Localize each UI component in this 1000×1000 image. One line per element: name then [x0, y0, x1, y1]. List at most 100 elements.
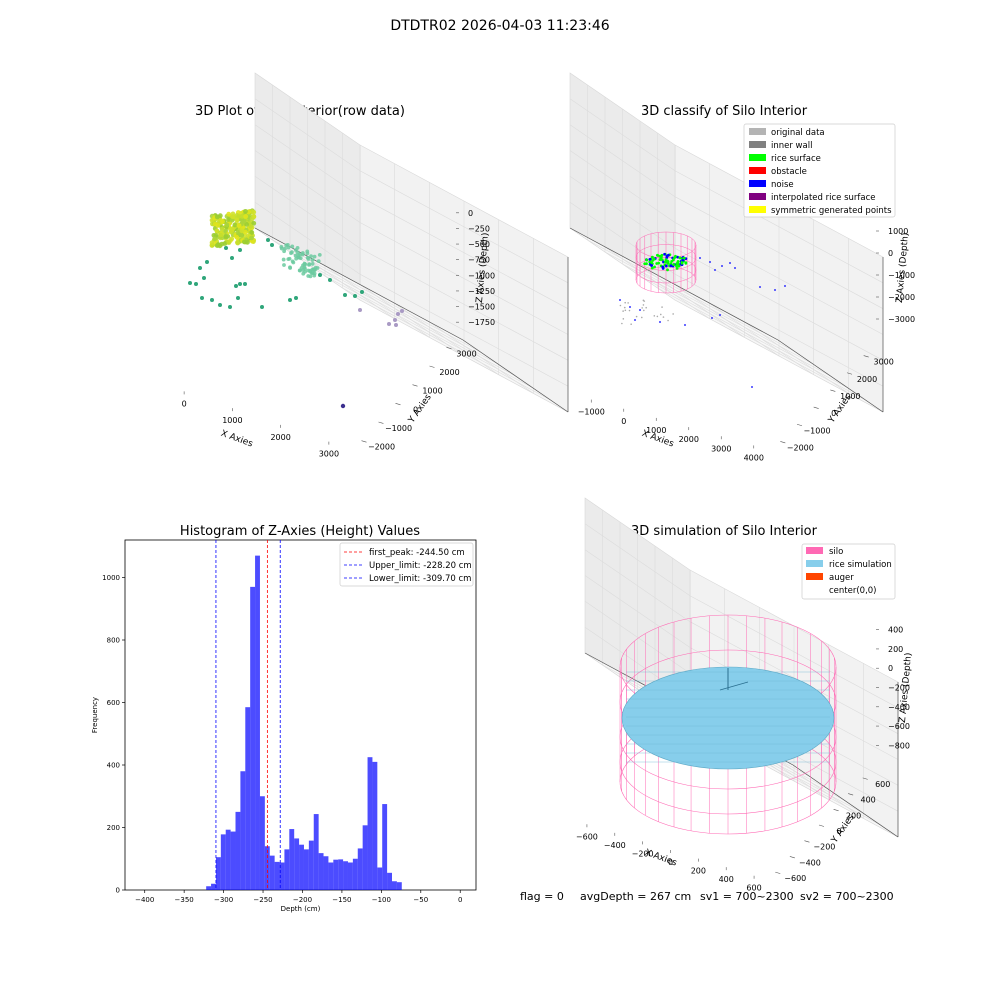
raw-point	[249, 235, 254, 241]
hist-x-tick-label: −150	[332, 896, 351, 904]
sim-gridline	[758, 663, 864, 819]
hist-bar	[338, 859, 344, 890]
raw-point	[290, 244, 295, 249]
figure-suptitle: DTDTR02 2026-04-03 11:23:46	[390, 18, 610, 34]
cls-gridline	[743, 238, 849, 394]
hist-bar	[206, 886, 212, 890]
sim-x-tick-label: −400	[604, 841, 626, 850]
cls-noise-point	[714, 269, 716, 271]
raw-point	[289, 251, 293, 256]
cls-original-point	[622, 318, 625, 320]
raw-point	[200, 296, 204, 300]
sim-y-tick	[862, 777, 868, 780]
sim-x-tick-label: 200	[691, 867, 706, 876]
raw-z-tick-label: −250	[468, 224, 490, 233]
hist-x-tick-label: −100	[372, 896, 391, 904]
sim-x-axis-label: X Axies	[643, 848, 678, 869]
raw-point	[301, 271, 306, 276]
cls-original-point	[630, 323, 632, 326]
cls-noise-point	[734, 267, 736, 269]
sim-x-tick-label: 400	[719, 875, 734, 884]
raw-point	[218, 303, 222, 307]
raw-point	[306, 274, 311, 278]
raw-point	[293, 253, 298, 258]
raw-point	[353, 294, 357, 298]
cls-noise-point	[721, 265, 723, 267]
raw-point	[251, 220, 257, 226]
cls-y-tick	[796, 423, 803, 427]
hist-bar	[372, 761, 378, 890]
sim-legend-swatch	[806, 547, 823, 554]
raw-point	[303, 262, 308, 267]
raw-y-tick	[446, 347, 452, 350]
simulation-plot-title: 3D simulation of Silo Interior	[631, 524, 817, 539]
raw-point	[396, 312, 400, 316]
raw-point	[281, 257, 286, 262]
raw-point	[300, 252, 305, 257]
cls-y-tick-label: 2000	[857, 375, 877, 384]
cls-legend-box	[743, 123, 896, 218]
raw-point	[198, 266, 202, 270]
raw-y-tick-label: −1000	[385, 424, 412, 433]
raw-point	[236, 296, 240, 300]
hist-bar	[269, 855, 275, 890]
raw-point	[194, 282, 198, 286]
cls-original-point	[659, 313, 662, 316]
depth-histogram: −400 −350 −300 −250 −200 −150 −100 −50 0 0 200 400 6…	[91, 539, 477, 913]
raw-point	[306, 257, 311, 261]
raw-point	[317, 253, 322, 257]
cls-rice-point	[658, 258, 662, 262]
hist-x-tick-label: −400	[135, 896, 154, 904]
cls-noise-point	[751, 386, 753, 388]
hist-bar	[225, 829, 231, 890]
raw-point	[249, 209, 255, 215]
sim-y-tick-label: 600	[875, 780, 890, 789]
raw-point	[400, 309, 404, 313]
cls-noise-point	[639, 309, 641, 311]
sim-gridline	[584, 523, 899, 709]
raw-point	[241, 239, 247, 245]
cls-rice-point	[655, 253, 659, 257]
raw-point	[393, 318, 397, 322]
cls-original-point	[621, 322, 623, 325]
raw-point	[309, 254, 313, 259]
raw-point	[214, 243, 220, 248]
raw-gridline	[428, 238, 534, 394]
raw-point	[249, 230, 255, 235]
raw-point	[279, 246, 284, 251]
raw-y-axis	[462, 339, 569, 413]
raw-point	[222, 241, 228, 246]
raw-point	[232, 222, 238, 228]
hist-bar	[347, 862, 353, 890]
cls-rice-point	[658, 254, 662, 258]
cls-x-tick-label: 3000	[711, 444, 731, 453]
cls-x-tick-label: 4000	[744, 453, 764, 462]
raw-x-tick-label: 1000	[222, 416, 242, 425]
cls-noise-point	[711, 317, 713, 319]
raw-point	[226, 217, 231, 222]
raw-y-tick	[412, 384, 418, 387]
sim-z-tick-label: −400	[888, 703, 910, 712]
sim-y-tick-label: 400	[861, 796, 876, 805]
raw-3d-plot: 0 1000 2000 3000 −2000 −1000 0 1000 2000 3000 0 −25…	[182, 72, 569, 459]
cls-rice-point	[669, 264, 673, 268]
sim-y-tick	[848, 793, 854, 796]
raw-point	[226, 211, 232, 217]
raw-point	[239, 232, 244, 238]
cls-original-point	[645, 306, 647, 309]
cls-original-point	[662, 316, 665, 318]
raw-point	[288, 298, 292, 302]
raw-x-tick-label: 2000	[270, 433, 290, 442]
hist-bar	[264, 846, 270, 890]
sim-z-axis-label: Z Axies (Depth)	[898, 652, 914, 723]
raw-y-tick-label: 3000	[456, 349, 476, 358]
raw-point	[394, 323, 398, 327]
cls-noise-point	[759, 286, 761, 288]
raw-point	[287, 256, 292, 261]
raw-point	[310, 262, 315, 266]
cls-noise-point	[709, 261, 711, 263]
hist-bar	[294, 838, 300, 890]
hist-legend-label: Lower_limit: -309.70 cm	[369, 574, 471, 584]
sim-y-tick-label: −400	[799, 858, 821, 867]
cls-original-point	[628, 309, 631, 312]
